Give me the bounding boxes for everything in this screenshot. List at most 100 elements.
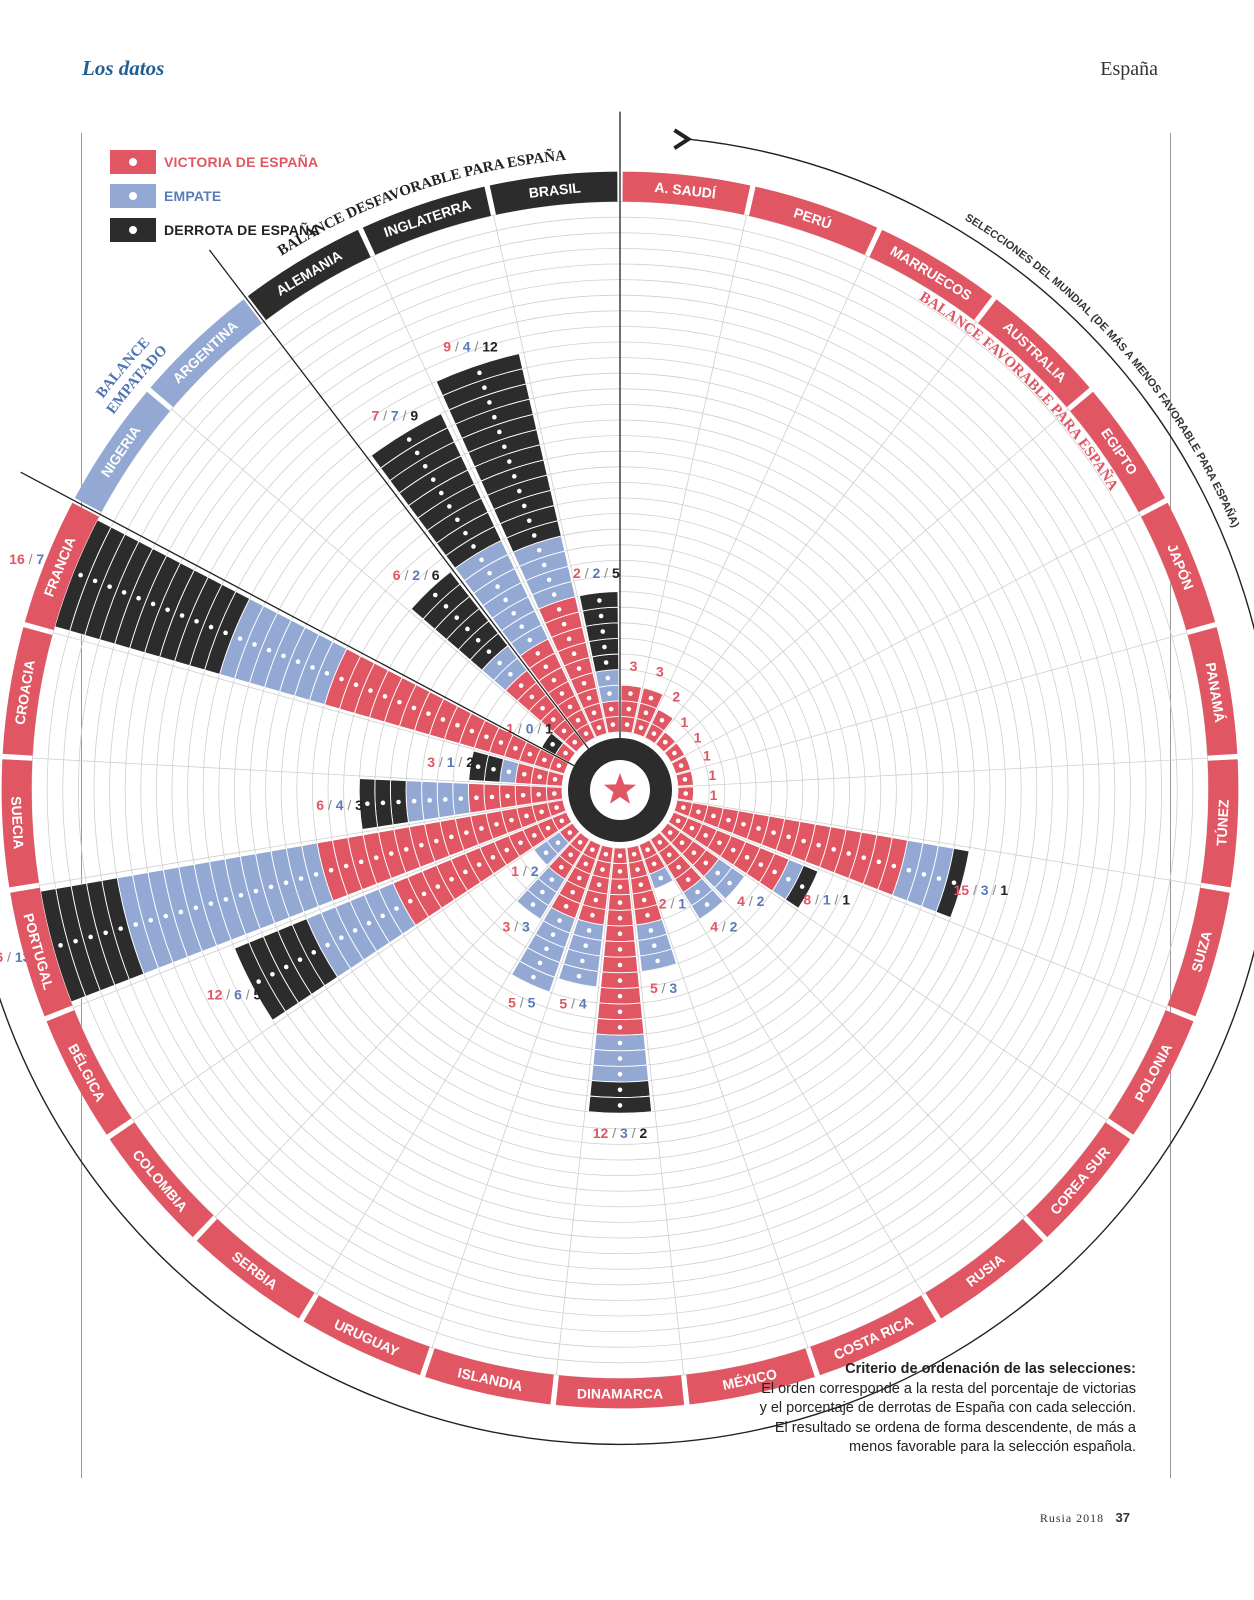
match-dot (741, 821, 746, 827)
match-dot (550, 717, 556, 722)
match-dot (744, 855, 750, 860)
value-label-panam-: 1 (708, 767, 716, 783)
match-dot (657, 840, 663, 845)
match-dot (541, 562, 547, 568)
group-separator (20, 471, 575, 767)
match-dot (831, 847, 837, 852)
match-dot (638, 725, 644, 730)
match-dot (540, 889, 545, 895)
value-separator: / (811, 892, 823, 908)
grid-spoke (132, 822, 573, 1121)
match-dot (502, 444, 507, 450)
value-l: 12 (482, 338, 498, 354)
value-separator: / (989, 882, 1001, 898)
match-dot (617, 1103, 623, 1108)
match-dot (223, 897, 229, 902)
value-l: 2 (639, 1125, 647, 1141)
match-dot (593, 897, 599, 903)
match-dot (586, 928, 592, 933)
match-dot (617, 1056, 623, 1061)
value-label-alemania: 7 / 7 / 9 (371, 408, 418, 424)
team-band-islandia (425, 1348, 554, 1405)
value-separator: / (344, 797, 356, 813)
match-dot (366, 920, 372, 926)
match-dot (638, 882, 644, 888)
footnote-title: Criterio de ordenación de las seleccione… (845, 1361, 1136, 1377)
team-band-marruecos (869, 229, 993, 321)
match-dot (311, 950, 317, 955)
value-separator: / (608, 1125, 620, 1141)
legend-win: VICTORIA DE ESPAÑA (110, 150, 320, 174)
match-dot (608, 706, 614, 712)
value-w: 1 (511, 863, 519, 879)
match-dot (494, 821, 499, 827)
match-dot (691, 850, 697, 856)
value-separator: / (658, 980, 670, 996)
match-dot (549, 877, 555, 882)
match-dot (717, 840, 722, 846)
match-dot (679, 840, 685, 845)
team-name: DINAMARCA (577, 1385, 663, 1401)
match-dot (891, 863, 897, 869)
match-dot (394, 906, 399, 911)
grid-spoke (73, 811, 567, 1009)
match-dot (583, 861, 589, 867)
match-dot (576, 666, 582, 671)
match-dot (658, 875, 664, 881)
match-dot (509, 817, 514, 823)
match-dot (689, 825, 695, 831)
match-dot (283, 964, 289, 970)
match-dot (426, 711, 431, 716)
value-w: 3 (427, 754, 435, 770)
match-dot (643, 710, 649, 716)
grid-spoke (671, 514, 1141, 764)
match-dot (368, 688, 373, 693)
team-name: ARGENTINA (169, 318, 240, 387)
legend-draw: EMPATE (110, 184, 320, 208)
match-dot (397, 699, 402, 705)
match-dot (598, 613, 604, 619)
match-dot (479, 826, 484, 831)
match-dot (313, 872, 319, 877)
match-dot (580, 958, 585, 964)
match-dot (281, 653, 286, 659)
match-dot (540, 705, 545, 711)
value-separator: / (831, 892, 843, 908)
match-dot (600, 629, 606, 634)
match-dot (567, 830, 573, 835)
page-number: 37 (1115, 1510, 1130, 1525)
team-band-croacia (2, 627, 53, 756)
match-dot (430, 477, 436, 482)
match-dot (163, 913, 169, 919)
match-dot (603, 851, 609, 857)
team-band-suiza (1167, 887, 1230, 1017)
match-dot (651, 731, 657, 736)
match-dot (576, 973, 582, 979)
team-band-brasil (489, 171, 618, 215)
match-dot (339, 676, 344, 682)
match-dot (328, 867, 334, 873)
value-label-dinamarca: 12 / 3 / 2 (593, 1125, 648, 1141)
legend-draw-swatch (110, 184, 156, 208)
legend: VICTORIA DE ESPAÑA EMPATE DERROTA DE ESP… (110, 150, 320, 252)
match-dot (223, 630, 228, 636)
value-w: 6 (393, 567, 401, 583)
team-name: TÚNEZ (1212, 798, 1232, 846)
match-dot (411, 798, 417, 804)
value-l: 5 (254, 987, 262, 1003)
match-dot (449, 876, 454, 882)
value-d: 6 (234, 987, 242, 1003)
value-label-australia: 1 (680, 714, 688, 730)
match-dot (479, 557, 484, 563)
match-dot (617, 993, 623, 999)
match-dot (846, 851, 852, 856)
match-dot (518, 683, 524, 688)
value-separator: / (420, 567, 432, 583)
match-dot (577, 840, 583, 845)
match-dot (641, 897, 647, 903)
value-w: 16 (9, 551, 25, 567)
value-w: 1 (680, 714, 688, 730)
value-w: 1 (694, 729, 702, 745)
match-dot (403, 847, 409, 852)
value-separator: / (600, 565, 612, 581)
